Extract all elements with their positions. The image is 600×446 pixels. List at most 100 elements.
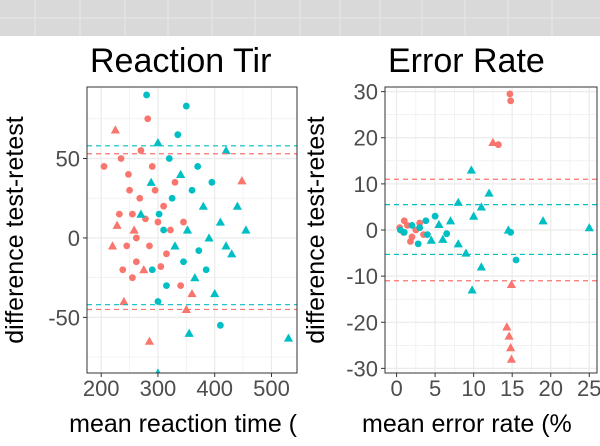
data-point-circle — [154, 218, 162, 226]
data-point-triangle — [139, 265, 149, 274]
y-tick-label: -30 — [346, 356, 378, 381]
x-tick-label: 10 — [461, 376, 485, 401]
data-point-circle — [148, 163, 156, 170]
data-point-triangle — [484, 188, 494, 197]
data-point-triangle — [215, 217, 225, 226]
data-point-circle — [177, 282, 185, 290]
data-point-circle — [154, 298, 162, 305]
data-point-triangle — [506, 354, 517, 363]
data-point-circle — [125, 170, 132, 178]
data-point-circle — [129, 274, 136, 282]
data-point-triangle — [504, 331, 514, 340]
data-point-triangle — [476, 262, 486, 271]
y-axis-title: difference test-retest — [1, 116, 29, 343]
data-point-circle — [129, 210, 136, 218]
data-point-circle — [167, 226, 174, 234]
data-point-circle — [137, 147, 145, 154]
y-tick-label: 50 — [56, 147, 80, 172]
data-point-circle — [119, 266, 127, 274]
data-point-circle — [507, 228, 515, 236]
y-tick-label: 0 — [366, 218, 378, 243]
data-point-circle — [216, 321, 224, 329]
data-point-triangle — [438, 234, 448, 243]
data-point-triangle — [502, 322, 512, 331]
data-point-circle — [136, 194, 144, 202]
data-point-circle — [182, 102, 190, 110]
data-point-triangle — [107, 241, 118, 250]
data-point-circle — [431, 212, 439, 220]
x-tick-label: 400 — [196, 376, 233, 401]
data-point-triangle — [210, 288, 220, 298]
x-tick-label: 200 — [83, 376, 120, 401]
data-point-triangle — [170, 241, 180, 250]
data-point-circle — [132, 258, 140, 266]
data-point-triangle — [453, 197, 463, 206]
data-point-triangle — [204, 233, 214, 242]
data-point-triangle — [182, 225, 193, 234]
data-point-triangle — [155, 368, 161, 373]
data-point-circle — [400, 217, 408, 225]
data-point-circle — [443, 230, 451, 238]
data-point-circle — [146, 242, 153, 250]
data-point-circle — [160, 202, 168, 210]
data-point-triangle — [237, 176, 247, 185]
data-point-triangle — [198, 201, 208, 210]
error-rate-panel: 0 5 10 15 20 25 -30 -20 -10 0 10 20 30 Error Rate diff… — [302, 42, 600, 438]
y-tick-label: -20 — [346, 310, 378, 335]
data-point-circle — [422, 217, 430, 225]
data-point-triangle — [112, 220, 122, 229]
data-point-circle — [194, 163, 202, 170]
y-tick-label: -50 — [48, 305, 80, 330]
data-point-triangle — [476, 202, 486, 211]
data-point-circle — [171, 178, 179, 186]
data-point-circle — [180, 258, 187, 266]
facet-strip-dividers — [0, 0, 600, 36]
data-point-triangle — [221, 241, 231, 250]
data-point-circle — [123, 242, 131, 250]
facet-strip — [0, 0, 600, 36]
panel-background — [87, 87, 297, 373]
data-point-triangle — [129, 225, 139, 234]
data-point-triangle — [232, 201, 243, 210]
plot-area — [385, 87, 597, 373]
data-point-triangle — [144, 336, 155, 345]
x-tick-label: 20 — [539, 376, 563, 401]
data-point-triangle — [453, 239, 463, 248]
data-point-triangle — [176, 169, 186, 178]
data-point-circle — [424, 231, 431, 239]
data-point-circle — [416, 224, 424, 232]
data-point-circle — [506, 90, 514, 98]
data-point-circle — [407, 238, 414, 245]
data-point-triangle — [467, 285, 477, 294]
panel-title: Error Rate — [388, 42, 545, 80]
reaction-time-panel: 200 300 400 500 -50 0 50 Reaction Tir difference… — [1, 42, 298, 438]
y-tick-label: -10 — [346, 264, 378, 289]
y-tick-label: 20 — [354, 126, 378, 151]
data-point-circle — [208, 178, 216, 186]
y-tick-label: 30 — [354, 80, 378, 105]
x-tick-label: 300 — [140, 376, 177, 401]
data-point-triangle — [506, 279, 517, 289]
data-point-circle — [202, 266, 210, 274]
data-point-circle — [414, 240, 422, 248]
data-point-circle — [115, 210, 123, 218]
data-point-triangle — [538, 216, 548, 225]
x-axis-title: mean reaction time ( — [69, 410, 298, 438]
data-point-circle — [148, 266, 156, 274]
data-point-triangle — [584, 223, 594, 232]
data-point-circle — [494, 141, 502, 149]
data-point-triangle — [146, 177, 156, 186]
data-point-circle — [165, 155, 173, 162]
data-point-triangle — [426, 235, 436, 244]
data-point-triangle — [241, 225, 251, 234]
data-point-circle — [117, 155, 125, 162]
data-point-circle — [157, 263, 165, 270]
data-point-triangle — [190, 273, 200, 282]
x-tick-label: 0 — [390, 376, 402, 401]
x-tick-label: 25 — [577, 376, 600, 401]
data-point-circle — [126, 186, 133, 194]
data-point-triangle — [153, 138, 163, 147]
data-point-circle — [132, 234, 140, 242]
data-point-triangle — [184, 328, 194, 337]
